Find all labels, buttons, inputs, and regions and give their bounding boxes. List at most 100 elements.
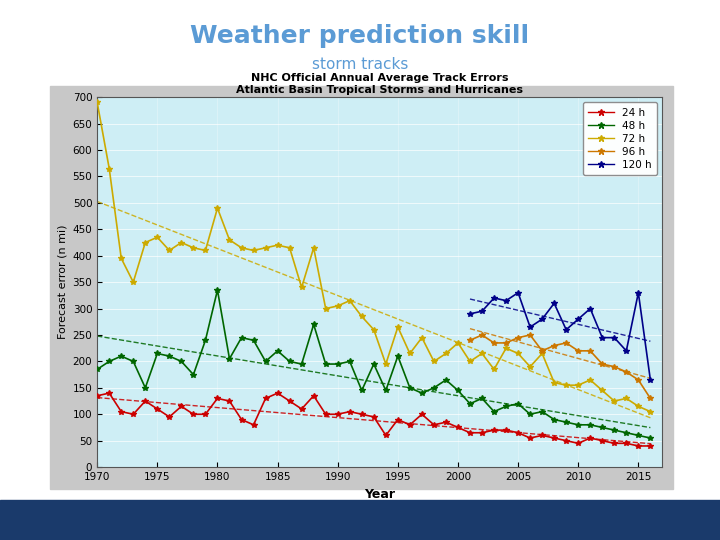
24 h	[405, 422, 414, 428]
Line: 72 h: 72 h	[94, 100, 653, 414]
48 h	[574, 422, 582, 428]
72 h	[598, 387, 606, 394]
120 h	[562, 327, 570, 333]
24 h	[454, 424, 462, 431]
24 h	[490, 427, 498, 433]
48 h	[418, 390, 426, 396]
24 h	[586, 435, 595, 441]
48 h	[622, 429, 631, 436]
72 h	[357, 313, 366, 320]
96 h	[574, 348, 582, 354]
96 h	[514, 334, 523, 341]
48 h	[369, 361, 378, 367]
24 h	[550, 435, 559, 441]
48 h	[502, 403, 510, 409]
48 h	[165, 353, 174, 360]
72 h	[321, 305, 330, 312]
X-axis label: Year: Year	[364, 488, 395, 501]
48 h	[333, 361, 342, 367]
48 h	[261, 358, 270, 365]
48 h	[477, 395, 486, 402]
24 h	[93, 393, 102, 399]
24 h	[418, 411, 426, 417]
96 h	[526, 332, 534, 338]
48 h	[526, 411, 534, 417]
72 h	[562, 382, 570, 388]
48 h	[225, 355, 234, 362]
48 h	[237, 334, 246, 341]
Title: NHC Official Annual Average Track Errors
Atlantic Basin Tropical Storms and Hurr: NHC Official Annual Average Track Errors…	[236, 73, 523, 95]
Text: Weather prediction skill: Weather prediction skill	[190, 24, 530, 48]
24 h	[274, 390, 282, 396]
24 h	[261, 395, 270, 402]
72 h	[394, 324, 402, 330]
24 h	[610, 440, 618, 447]
72 h	[93, 99, 102, 106]
48 h	[586, 422, 595, 428]
24 h	[514, 429, 523, 436]
120 h	[610, 334, 618, 341]
24 h	[538, 432, 546, 438]
48 h	[394, 353, 402, 360]
72 h	[502, 345, 510, 352]
72 h	[105, 165, 114, 172]
72 h	[285, 245, 294, 251]
72 h	[526, 363, 534, 370]
72 h	[189, 245, 198, 251]
72 h	[177, 239, 186, 246]
72 h	[466, 358, 474, 365]
48 h	[249, 337, 258, 343]
24 h	[562, 437, 570, 444]
48 h	[598, 424, 606, 431]
48 h	[454, 387, 462, 394]
120 h	[490, 295, 498, 301]
24 h	[285, 398, 294, 404]
48 h	[105, 358, 114, 365]
96 h	[646, 395, 654, 402]
48 h	[490, 408, 498, 415]
48 h	[430, 384, 438, 391]
72 h	[129, 279, 138, 285]
24 h	[382, 432, 390, 438]
96 h	[562, 340, 570, 346]
48 h	[405, 384, 414, 391]
24 h	[369, 414, 378, 420]
48 h	[346, 358, 354, 365]
96 h	[502, 340, 510, 346]
120 h	[466, 310, 474, 317]
72 h	[634, 403, 643, 409]
48 h	[610, 427, 618, 433]
24 h	[441, 419, 450, 426]
24 h	[346, 408, 354, 415]
24 h	[105, 390, 114, 396]
72 h	[297, 284, 306, 291]
48 h	[538, 408, 546, 415]
48 h	[441, 377, 450, 383]
72 h	[514, 350, 523, 357]
72 h	[333, 303, 342, 309]
120 h	[646, 377, 654, 383]
72 h	[382, 361, 390, 367]
72 h	[646, 408, 654, 415]
Y-axis label: Forecast error (n mi): Forecast error (n mi)	[57, 225, 67, 340]
72 h	[610, 398, 618, 404]
24 h	[394, 416, 402, 423]
24 h	[526, 435, 534, 441]
48 h	[297, 361, 306, 367]
120 h	[586, 305, 595, 312]
24 h	[574, 440, 582, 447]
24 h	[141, 398, 150, 404]
48 h	[274, 348, 282, 354]
72 h	[261, 245, 270, 251]
120 h	[634, 289, 643, 296]
24 h	[249, 422, 258, 428]
24 h	[321, 411, 330, 417]
48 h	[550, 416, 559, 423]
24 h	[430, 422, 438, 428]
72 h	[153, 234, 162, 240]
48 h	[177, 358, 186, 365]
24 h	[477, 429, 486, 436]
Line: 120 h: 120 h	[467, 290, 653, 383]
72 h	[441, 350, 450, 357]
72 h	[477, 350, 486, 357]
